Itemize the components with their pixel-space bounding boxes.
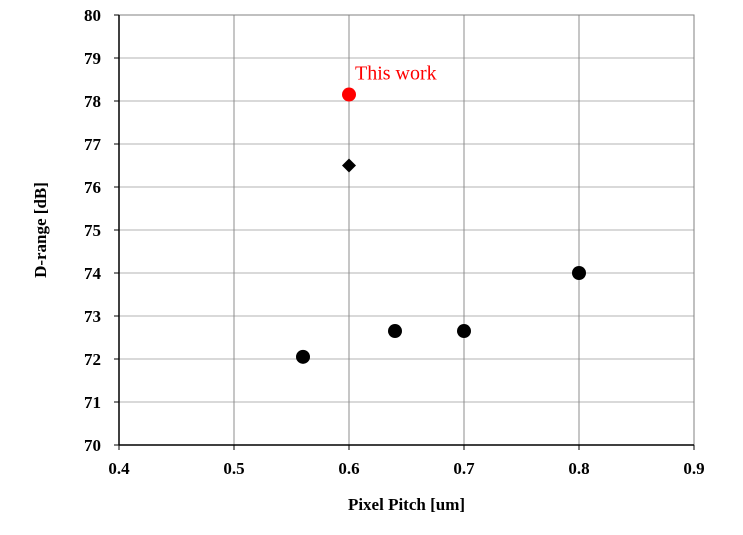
data-point (296, 349, 310, 364)
annotation-label: This work (355, 63, 437, 85)
x-tick-label: 0.5 (223, 459, 244, 478)
grid-layer (119, 14, 695, 445)
data-point (457, 324, 471, 339)
y-axis-title: D-range [dB] (31, 182, 50, 278)
x-axis-title: Pixel Pitch [um] (348, 495, 465, 514)
data-point-diamond (342, 158, 356, 173)
x-tick-labels: 0.4 0.5 0.6 0.7 0.8 0.9 (108, 445, 705, 478)
y-tick-label: 70 (84, 436, 101, 455)
y-tick-label: 76 (84, 178, 101, 197)
y-tick-label: 73 (84, 307, 101, 326)
y-tick-label: 77 (84, 135, 102, 154)
data-point (572, 266, 586, 280)
y-tick-label: 74 (84, 264, 102, 283)
annotations: This work (355, 63, 437, 85)
x-tick-label: 0.7 (453, 459, 475, 478)
data-marks (296, 87, 586, 364)
x-tick-label: 0.6 (338, 459, 359, 478)
x-tick-label: 0.8 (568, 459, 589, 478)
y-tick-label: 75 (84, 221, 101, 240)
y-tick-label: 78 (84, 92, 101, 111)
y-tick-labels: 70 71 72 73 74 75 76 77 78 79 80 (84, 6, 119, 455)
y-tick-label: 71 (84, 393, 101, 412)
x-tick-label: 0.9 (683, 459, 704, 478)
y-tick-label: 79 (84, 49, 101, 68)
data-point (388, 324, 402, 339)
y-tick-label: 80 (84, 6, 101, 25)
data-point (342, 87, 356, 102)
x-tick-label: 0.4 (108, 459, 130, 478)
y-tick-label: 72 (84, 350, 101, 369)
